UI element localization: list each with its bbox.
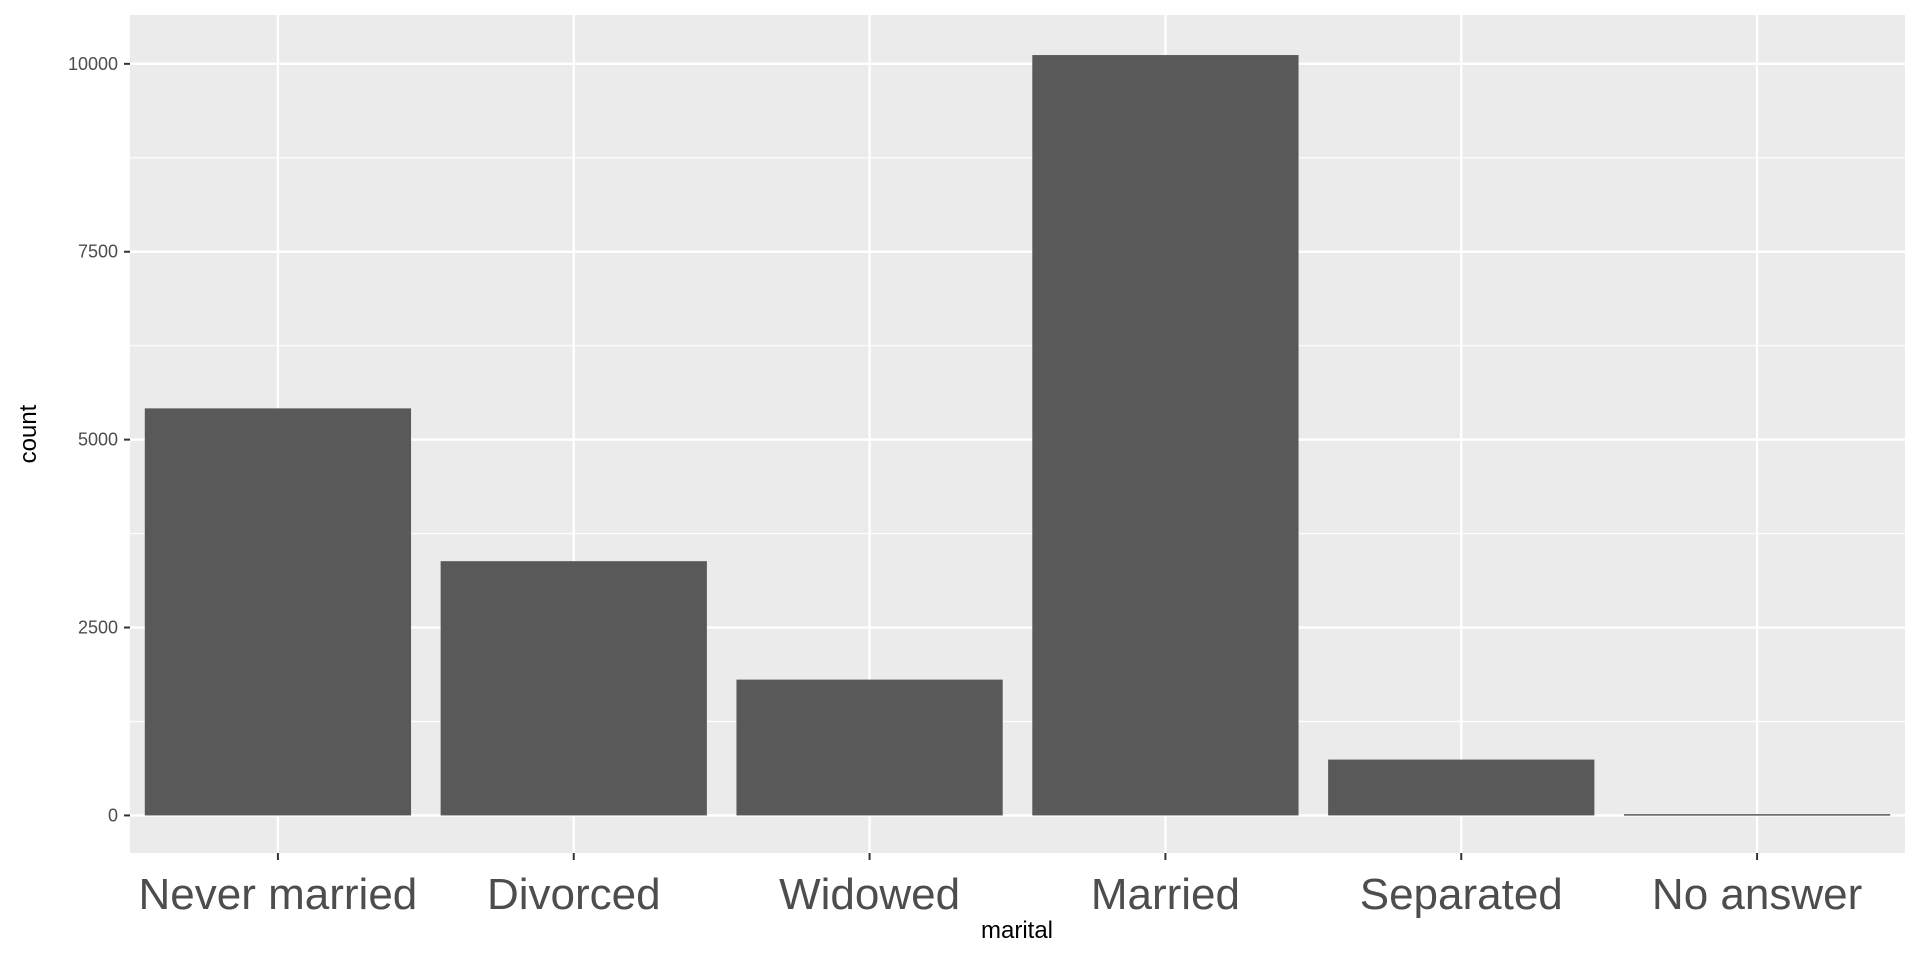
x-tick-label: No answer <box>1652 870 1862 919</box>
y-tick-label: 5000 <box>78 430 118 450</box>
y-tick-label: 7500 <box>78 242 118 262</box>
bar <box>1623 814 1891 816</box>
bar <box>144 408 412 816</box>
y-axis: 0 2500 5000 7500 10000 <box>68 54 130 825</box>
x-tick-label: Married <box>1091 870 1240 919</box>
x-tick-label: Divorced <box>487 870 661 919</box>
bar <box>440 561 707 816</box>
bars <box>144 55 1891 816</box>
y-axis-title: count <box>15 404 42 463</box>
y-tick-label: 10000 <box>68 54 118 74</box>
y-tick-label: 2500 <box>78 618 118 638</box>
x-tick-label: Never married <box>139 870 418 919</box>
bar <box>736 679 1003 816</box>
y-tick-label: 0 <box>108 805 118 825</box>
x-tick-label: Widowed <box>779 870 960 919</box>
x-axis-title: marital <box>981 917 1053 944</box>
bar <box>1328 759 1595 816</box>
plot-panel <box>130 15 1905 853</box>
x-tick-label: Separated <box>1360 870 1563 919</box>
x-axis: Never married Divorced Widowed Married Separ… <box>139 853 1862 919</box>
bar <box>1032 55 1299 816</box>
